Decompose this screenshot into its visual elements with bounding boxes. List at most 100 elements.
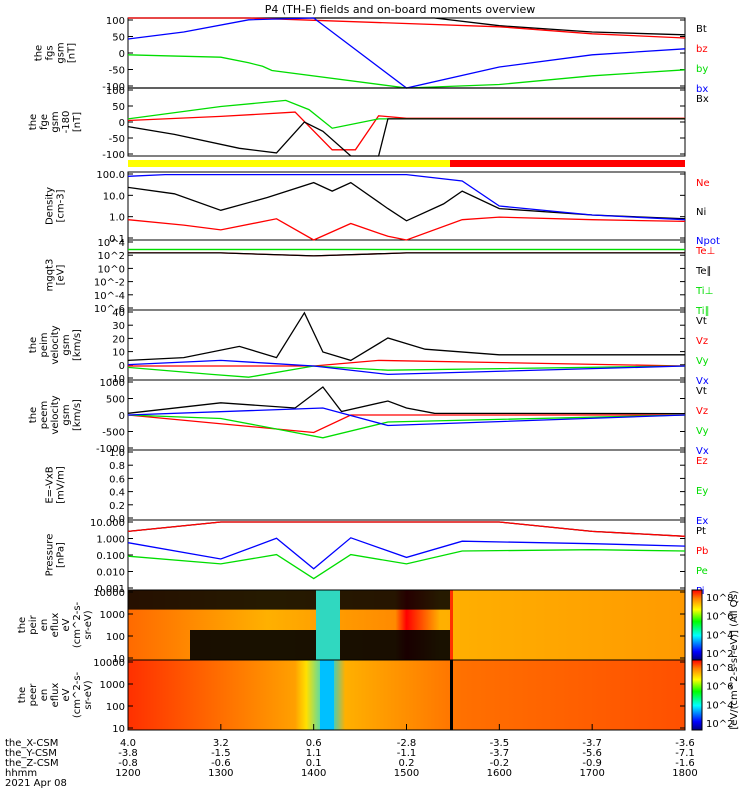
ylabel-peir: peir (28, 614, 39, 634)
legend-efield: Ex (696, 516, 708, 527)
series-fgs-by (127, 54, 686, 89)
ytick-label-density: 0.1 (109, 234, 125, 245)
series-pressure-Pt (127, 521, 686, 537)
ylabel-peem: peem (39, 401, 50, 429)
ytick-label-density: 1.0 (109, 213, 125, 224)
ytick-label-pressure: 10.000 (90, 518, 125, 529)
ytick-label-temp: 10^-6 (94, 304, 125, 315)
mode-strip-fast (450, 160, 685, 167)
xaxis-row-value: 1400 (301, 768, 326, 779)
legend-peem: Vx (696, 446, 709, 457)
ylabel-peir: eV (61, 618, 72, 631)
series-pressure-Pe (127, 549, 686, 580)
ytick-label-temp: 10^4 (98, 238, 125, 249)
panel-density: 100.0 10.0 1.0 0.1 Density [cm-3] Ne Ni Npot (45, 170, 720, 247)
ytick-label-peem: 1000 (100, 378, 125, 389)
colorbar-tick: 10^4 (706, 700, 733, 711)
xaxis-row-label: the_X-CSM (5, 738, 58, 749)
legend-peem: Vy (696, 426, 709, 437)
ylabel-peim: the (28, 337, 39, 353)
xaxis-row-value: 0.1 (306, 758, 322, 769)
ylabel-fgs: gsm (56, 42, 67, 63)
panel-frame-fge (127, 87, 686, 157)
legend-peim: Vx (696, 376, 709, 387)
ylabel-peim: peim (39, 332, 50, 357)
ytick-label-temp: 10^2 (98, 251, 125, 262)
legend-fgs: bz (696, 44, 708, 55)
ylabel-fgs: [nT] (67, 43, 78, 63)
ytick-label-peir: 10000 (93, 588, 125, 599)
ytick-label-efield: 0.8 (109, 461, 125, 472)
ytick-label-peim: 0 (119, 361, 125, 372)
xaxis-row-value: 1600 (487, 768, 512, 779)
legend-pressure: Pe (696, 566, 708, 577)
ylabel-peir: eflux (50, 613, 61, 638)
ytick-label-fge: 0 (119, 118, 125, 129)
ylabel-peer: eV (61, 688, 72, 701)
ylabel-efield: E=-VxB (45, 466, 56, 503)
spectrogram-mode-line (450, 590, 453, 660)
xaxis-row-value: 4.0 (120, 738, 136, 749)
ylabel-peem: gsm (61, 404, 72, 425)
mode-strip-slow (128, 160, 450, 167)
legend-temp: Te∥ (695, 266, 712, 277)
series-peim_velocity-Vy (127, 365, 686, 378)
series-peem_velocity-Vx (127, 407, 686, 427)
xaxis-row-value: 1200 (115, 768, 140, 779)
series-peim_velocity-Vt (127, 311, 685, 362)
spectrogram-gap-top (128, 590, 450, 610)
ylabel-peer: the (17, 687, 28, 703)
series-density-Npot (127, 173, 686, 221)
xaxis-row-value: 1.1 (306, 748, 322, 759)
ytick-label-peir: 10 (112, 654, 125, 665)
ylabel-fge: gsm (50, 111, 61, 132)
legend-fgs: Bt (696, 24, 707, 35)
xaxis-row-value: -1.1 (397, 748, 417, 759)
ytick-label-peer: 10 (112, 724, 125, 735)
ylabel-fge: the (28, 114, 39, 130)
colorbar-1 (691, 589, 703, 661)
ytick-label-peer: 1000 (100, 680, 125, 691)
legend-pressure: Pt (696, 526, 706, 537)
xaxis-row-value: -0.2 (490, 758, 510, 769)
colorbar-tick: 10^6 (706, 682, 733, 693)
legend-pressure: Pb (696, 546, 708, 557)
legend-fgs: bx (696, 84, 708, 95)
ytick-label-peim: 40 (112, 308, 125, 319)
xaxis-row-value: -3.8 (118, 748, 138, 759)
xaxis-row-value: 3.2 (213, 738, 229, 749)
ylabel-peir: sr-eV) (83, 610, 94, 639)
ytick-label-peim: -10 (109, 374, 125, 385)
panel-peer: 10000 1000 100 10 the peer en eflux eV (cm^2-s-sr… (17, 658, 686, 735)
ytick-label-peem: 500 (106, 395, 125, 406)
ytick-label-peim: 30 (112, 321, 125, 332)
series-density-Ni (127, 181, 686, 222)
ytick-label-peem: 0 (119, 411, 125, 422)
ytick-label-temp: 10^-2 (94, 278, 125, 289)
ytick-label-fgs: -100 (102, 82, 125, 93)
ytick-label-efield: 0.6 (109, 474, 125, 485)
ytick-label-temp: 10^0 (98, 264, 125, 275)
ylabel-peer: en (39, 689, 50, 702)
spectrogram-mode-line (450, 660, 453, 730)
panel-frame-fgs (127, 17, 686, 89)
ytick-label-peer: 100 (106, 702, 125, 713)
ylabel-peer: (cm^2-s- (72, 671, 83, 718)
xaxis-row-value: 0.2 (399, 758, 415, 769)
ytick-label-peer: 10000 (93, 658, 125, 669)
series-peim_velocity-Vx (127, 359, 686, 376)
series-density-Ne (127, 216, 686, 241)
legend-peim: Vt (696, 316, 707, 327)
spectrogram-cusp-band (316, 590, 340, 660)
ylabel-peer: sr-eV) (83, 680, 94, 709)
spectrogram-cusp-band (320, 660, 334, 730)
ytick-label-pressure: 0.001 (96, 584, 125, 595)
panel-peim: 40 30 20 10 0 -10 the peim velocity gsm [km/s] Vt Vz… (28, 308, 709, 387)
series-fge-By (127, 99, 685, 129)
ytick-label-efield: 1.0 (109, 448, 125, 459)
colorbar-tick: 10^8 (706, 593, 733, 604)
ylabel-peim: velocity (50, 325, 61, 364)
ytick-label-pressure: 0.010 (96, 568, 125, 579)
series-fge-Bx (127, 118, 685, 157)
